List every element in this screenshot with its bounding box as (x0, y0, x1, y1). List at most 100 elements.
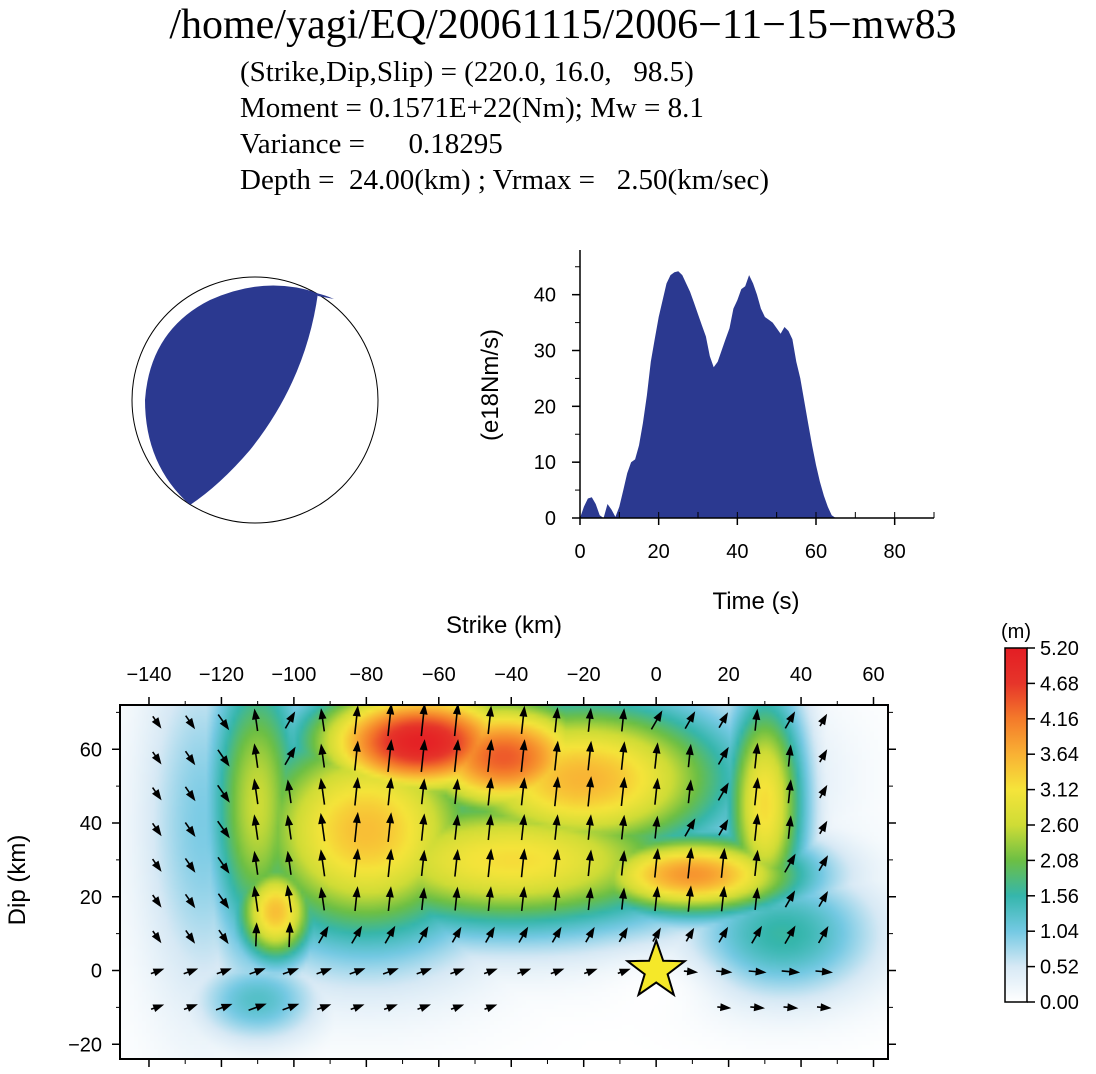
slip-vector-head (219, 719, 230, 731)
colorbar-gradient (1004, 647, 1028, 1003)
strike-dip-slip-line: (Strike,Dip,Slip) = (220.0, 16.0, 98.5) (240, 56, 694, 88)
slip-heatmap-image (120, 705, 888, 1059)
slip-vector-head (686, 711, 696, 723)
slip-vector-head (685, 927, 695, 940)
slip-vector-head (486, 777, 494, 789)
slip-vector-head (519, 848, 528, 860)
colorbar-tick-label: 1.04 (1040, 921, 1079, 943)
slip-vector-head (755, 967, 767, 976)
focal-mechanism-beachball (131, 276, 379, 524)
slip-vector-head (652, 777, 661, 790)
slip-vector-head (820, 1003, 832, 1012)
slip-vector-head (452, 849, 461, 861)
slip-vector-head (285, 779, 294, 791)
slip-vector-head (386, 1004, 398, 1012)
map-y-axis-label: Dip (km) (4, 835, 31, 926)
slip-vector-head (318, 849, 327, 861)
slip-vector-head (352, 848, 361, 860)
slip-vector-head (753, 1003, 765, 1012)
slip-vector-head (352, 705, 361, 717)
slip-vector-head (586, 776, 595, 788)
slip-vector-head (251, 743, 260, 755)
slip-vector-head (485, 814, 494, 826)
slip-vector-head (819, 926, 829, 938)
slip-vector-head (318, 777, 327, 790)
slip-vector-head (386, 777, 394, 789)
slip-vector-head (452, 1004, 465, 1012)
slip-vector-head (220, 968, 232, 976)
colorbar-tick-label: 2.60 (1040, 815, 1079, 837)
slip-vector-head (285, 814, 294, 826)
slip-vector-head (252, 708, 260, 720)
stf-x-tick-label: 40 (726, 541, 748, 563)
slip-vector-head (653, 710, 663, 722)
slip-vector-head (386, 812, 395, 824)
slip-vector-head (552, 707, 561, 719)
slip-vector-head (721, 967, 733, 976)
slip-vector-head (419, 926, 429, 938)
slip-vector-head (519, 777, 528, 789)
colorbar-tick-label: 2.08 (1040, 850, 1079, 872)
slip-vector-head (619, 887, 627, 899)
slip-vector-head (719, 746, 729, 759)
map-x-tick-label: 40 (790, 664, 812, 686)
slip-vector-head (419, 813, 428, 825)
slip-vector-head (585, 968, 598, 977)
slip-vector-head (719, 847, 728, 860)
map-x-tick-label: 60 (862, 664, 884, 686)
slip-vector-head (652, 927, 661, 940)
slip-vector-head (786, 890, 796, 902)
stf-y-tick-label: 10 (534, 452, 556, 474)
slip-vector-head (285, 850, 294, 863)
map-x-tick-label: −140 (126, 664, 171, 686)
map-x-tick-label: 20 (717, 664, 739, 686)
slip-vector-head (287, 1003, 300, 1012)
map-x-tick-label: −20 (567, 664, 601, 686)
slip-vector-head (251, 850, 260, 863)
slip-vector-head (185, 861, 196, 873)
slip-vector-head (486, 739, 495, 751)
stf-y-axis-label: (e18Nm/s) (477, 329, 504, 441)
map-x-tick-label: −120 (199, 664, 244, 686)
slip-vector-head (287, 968, 299, 976)
slip-vector-head (151, 931, 162, 944)
stf-x-axis-label: Time (s) (712, 588, 799, 615)
slip-vector-head (151, 753, 162, 765)
slip-vector-head (585, 707, 594, 720)
slip-vector-head (785, 815, 794, 827)
slip-vector-head (152, 968, 165, 977)
slip-vector-head (552, 776, 561, 788)
map-y-tick-label: −20 (68, 1034, 102, 1056)
stf-x-tick-label: 60 (805, 541, 827, 563)
hypocenter-star-icon (624, 937, 688, 998)
slip-vector-head (752, 708, 761, 721)
slip-vector-head (586, 740, 594, 752)
slip-vector-head (552, 814, 561, 826)
slip-vector-head (452, 778, 461, 790)
moment-line: Moment = 0.1571E+22(Nm); Mw = 8.1 (240, 92, 704, 124)
stf-y-tick-label: 20 (534, 396, 556, 418)
slip-vector-head (152, 824, 162, 837)
stf-y-tick-label: 0 (545, 508, 556, 530)
slip-vector-head (185, 717, 196, 730)
stf-y-tick-label: 30 (534, 341, 556, 363)
slip-vector-head (419, 1004, 431, 1012)
slip-vector-head (420, 968, 432, 976)
slip-vector-head (151, 717, 162, 729)
slip-vector-head (219, 862, 230, 874)
slip-vector-head (619, 968, 631, 977)
variance-line: Variance = 0.18295 (240, 128, 503, 160)
slip-vector-head (386, 848, 394, 860)
slip-vector-head (352, 886, 361, 898)
slip-vector-head (319, 1004, 332, 1012)
slip-vector-head (352, 1004, 365, 1012)
slip-vector-head (251, 778, 260, 790)
slip-vector-head (386, 739, 395, 751)
colorbar-tick-label: 4.16 (1040, 709, 1079, 731)
stf-y-ticks: 0 10 20 30 40 (534, 285, 580, 530)
slip-vector-head (652, 742, 661, 754)
stf-area (580, 271, 840, 518)
slip-vector-head (186, 1004, 198, 1012)
slip-vector-head (552, 886, 561, 898)
slip-vector-head (719, 885, 728, 898)
